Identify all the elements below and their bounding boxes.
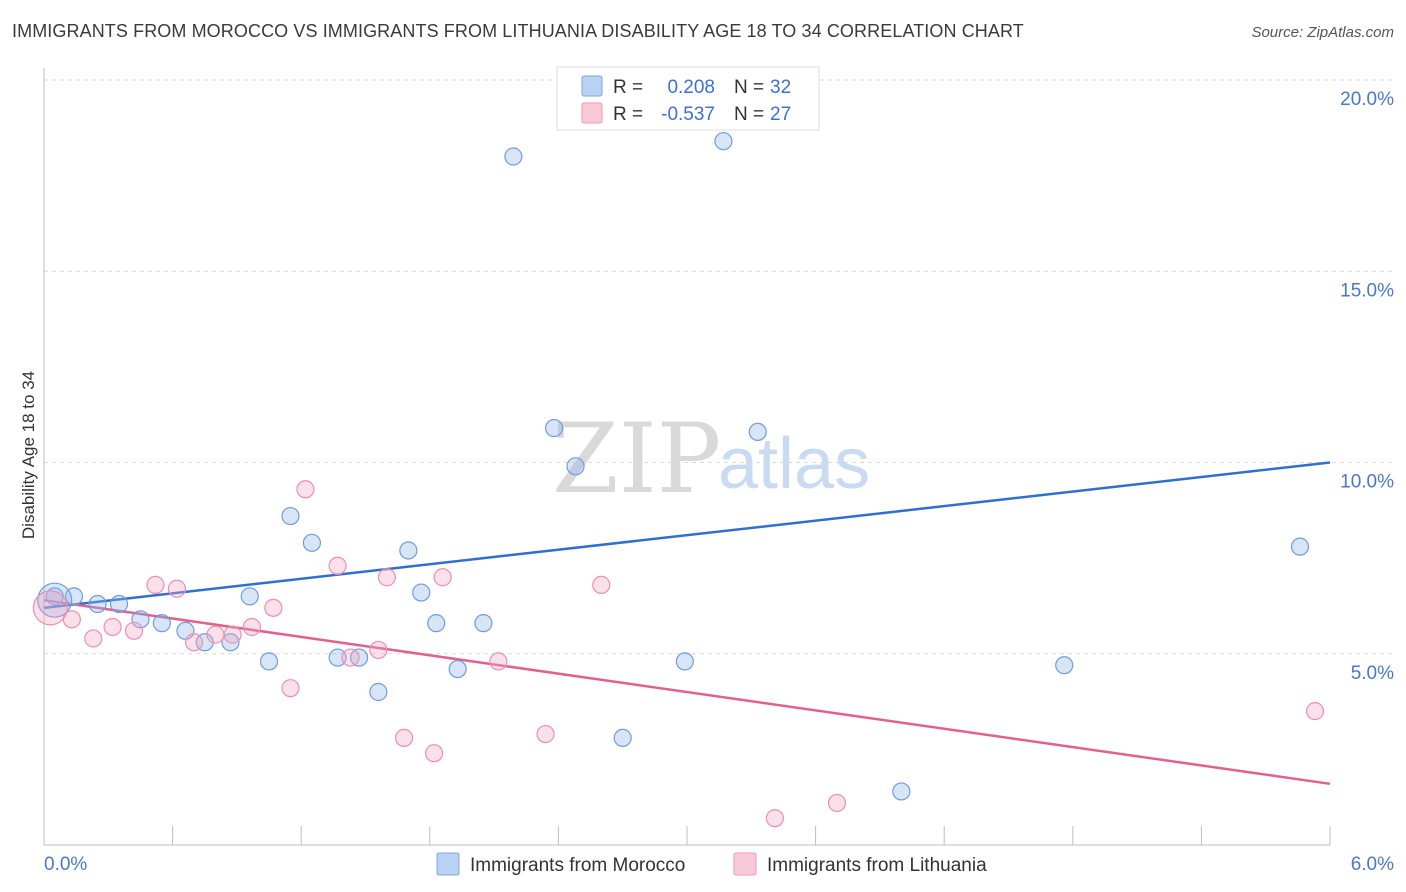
- series-legend: Immigrants from Morocco Immigrants from …: [436, 852, 987, 876]
- point-morocco: [566, 457, 585, 476]
- point-lithuania: [184, 633, 204, 652]
- point-morocco: [1055, 656, 1074, 675]
- point-lithuania: [242, 617, 262, 637]
- legend-r-value-lithuania: -0.537: [661, 104, 715, 125]
- y-tick-label: 15.0%: [1340, 280, 1394, 301]
- point-lithuania: [62, 610, 81, 629]
- legend-swatch-morocco: [581, 75, 603, 97]
- point-morocco: [1290, 537, 1310, 556]
- axes: [43, 68, 1331, 846]
- point-morocco: [474, 614, 493, 633]
- point-morocco: [152, 614, 171, 633]
- point-morocco: [399, 541, 418, 560]
- y-tick-label: 20.0%: [1340, 89, 1394, 110]
- point-morocco: [131, 610, 150, 629]
- point-morocco: [328, 648, 347, 667]
- point-lithuania: [489, 652, 508, 671]
- watermark-atlas: atlas: [718, 424, 870, 504]
- point-morocco: [412, 583, 431, 602]
- point-lithuania: [296, 480, 315, 499]
- trend-lines: [43, 461, 1331, 786]
- point-lithuania: [341, 648, 360, 667]
- point-morocco: [714, 132, 733, 151]
- legend-n-value-lithuania: 27: [770, 104, 791, 125]
- point-lithuania: [328, 556, 347, 575]
- y-axis-title: Disability Age 18 to 34: [19, 371, 38, 539]
- point-lithuania: [206, 625, 225, 644]
- point-lithuania: [369, 640, 388, 660]
- point-lithuania: [167, 579, 186, 598]
- point-morocco: [302, 533, 322, 552]
- point-lithuania: [394, 728, 414, 748]
- trend-line-lithuania: [43, 598, 1331, 786]
- legend-label-lithuania: Immigrants from Lithuania: [767, 855, 987, 876]
- x-tick-label-max: 6.0%: [1351, 854, 1394, 875]
- point-lithuania: [1305, 702, 1325, 721]
- legend-n-label-morocco: N =: [734, 77, 764, 98]
- gridlines: [44, 79, 1394, 655]
- point-lithuania: [103, 617, 122, 637]
- point-lithuania: [223, 625, 242, 644]
- point-lithuania: [84, 629, 103, 648]
- point-morocco: [545, 418, 564, 438]
- point-morocco: [281, 506, 300, 526]
- legend-n-label-lithuania: N =: [734, 104, 764, 125]
- point-lithuania: [536, 724, 555, 744]
- point-morocco: [675, 652, 694, 671]
- y-tick-labels: 5.0% 10.0% 15.0% 20.0%: [1340, 89, 1394, 684]
- source-label: Source: ZipAtlas.com: [1251, 24, 1394, 41]
- point-lithuania: [32, 590, 69, 626]
- legend-r-label-morocco: R =: [613, 77, 643, 98]
- point-morocco: [892, 782, 911, 801]
- legend-swatch-lithuania-bottom: [733, 852, 757, 876]
- legend-swatch-morocco-bottom: [436, 852, 460, 876]
- point-lithuania: [433, 568, 452, 587]
- point-morocco: [109, 594, 129, 614]
- point-morocco: [369, 682, 388, 702]
- y-tick-label: 5.0%: [1351, 663, 1394, 684]
- point-lithuania: [765, 809, 784, 828]
- legend-r-value-morocco: 0.208: [667, 77, 715, 98]
- correlation-legend: R = 0.208 N = 32 R = -0.537 N = 27: [556, 66, 820, 131]
- data-points: [32, 132, 1325, 828]
- point-morocco: [240, 587, 259, 606]
- point-lithuania: [146, 575, 165, 595]
- point-lithuania: [281, 679, 300, 698]
- point-morocco: [88, 594, 107, 614]
- point-lithuania: [124, 621, 144, 640]
- legend-label-morocco: Immigrants from Morocco: [470, 855, 685, 876]
- point-morocco: [504, 147, 523, 166]
- point-lithuania: [592, 575, 611, 595]
- legend-n-value-morocco: 32: [770, 77, 791, 98]
- point-morocco: [448, 659, 467, 679]
- point-morocco: [748, 422, 767, 441]
- point-lithuania: [827, 793, 847, 813]
- point-morocco: [613, 728, 632, 748]
- legend-swatch-lithuania: [581, 102, 603, 124]
- x-tick-label-min: 0.0%: [44, 854, 87, 875]
- point-lithuania: [264, 598, 283, 617]
- y-tick-label: 10.0%: [1340, 472, 1394, 493]
- point-morocco: [259, 652, 279, 671]
- point-lithuania: [377, 568, 397, 587]
- point-morocco: [427, 614, 446, 633]
- chart-title: IMMIGRANTS FROM MOROCCO VS IMMIGRANTS FR…: [12, 21, 1024, 41]
- legend-r-label-lithuania: R =: [613, 104, 643, 125]
- point-lithuania: [424, 744, 444, 763]
- trend-line-morocco: [43, 461, 1331, 610]
